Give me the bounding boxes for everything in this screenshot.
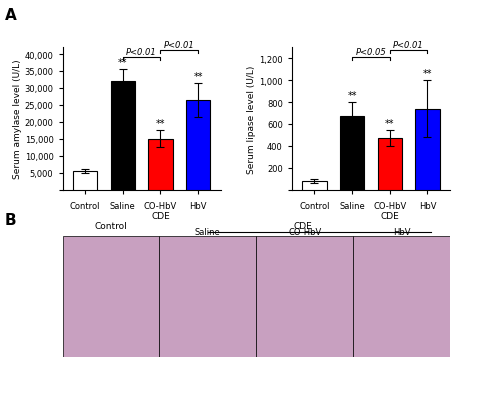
Bar [186, 101, 210, 190]
Text: HbV: HbV [418, 202, 436, 211]
Y-axis label: Serum lipase level (U/L): Serum lipase level (U/L) [248, 65, 256, 173]
Text: Saline: Saline [195, 227, 220, 236]
Text: P<0.01: P<0.01 [126, 49, 157, 57]
Text: CO-HbV: CO-HbV [288, 227, 322, 236]
Text: Control: Control [94, 221, 128, 230]
Text: Saline: Saline [110, 202, 136, 211]
Bar [415, 109, 440, 190]
Bar [110, 82, 135, 190]
Bar [378, 139, 402, 190]
Bar [302, 181, 326, 190]
Y-axis label: Serum amylase level (U/L): Serum amylase level (U/L) [12, 59, 22, 179]
Text: **: ** [385, 119, 394, 129]
Text: P<0.05: P<0.05 [356, 49, 386, 57]
Text: Control: Control [299, 202, 330, 211]
Bar [160, 236, 256, 357]
Text: CO-HbV: CO-HbV [373, 202, 406, 211]
Text: **: ** [118, 58, 128, 68]
Text: Control: Control [70, 202, 100, 211]
Text: P<0.01: P<0.01 [164, 41, 194, 50]
Bar [340, 117, 364, 190]
Text: CDE: CDE [380, 211, 399, 221]
Bar [73, 172, 98, 190]
Text: A: A [5, 8, 17, 23]
Bar [62, 236, 160, 357]
Text: CDE: CDE [294, 221, 312, 230]
Text: CDE: CDE [151, 211, 170, 221]
Text: HbV: HbV [190, 202, 207, 211]
Text: CO-HbV: CO-HbV [144, 202, 177, 211]
Text: B: B [5, 213, 16, 227]
Text: **: ** [348, 91, 357, 101]
Bar [256, 236, 353, 357]
Text: P<0.01: P<0.01 [393, 41, 424, 50]
Text: **: ** [422, 69, 432, 79]
Text: **: ** [194, 71, 203, 81]
Text: HbV: HbV [393, 227, 410, 236]
Text: Saline: Saline [339, 202, 365, 211]
Bar [148, 140, 172, 190]
Bar [353, 236, 450, 357]
Text: **: ** [156, 119, 165, 129]
